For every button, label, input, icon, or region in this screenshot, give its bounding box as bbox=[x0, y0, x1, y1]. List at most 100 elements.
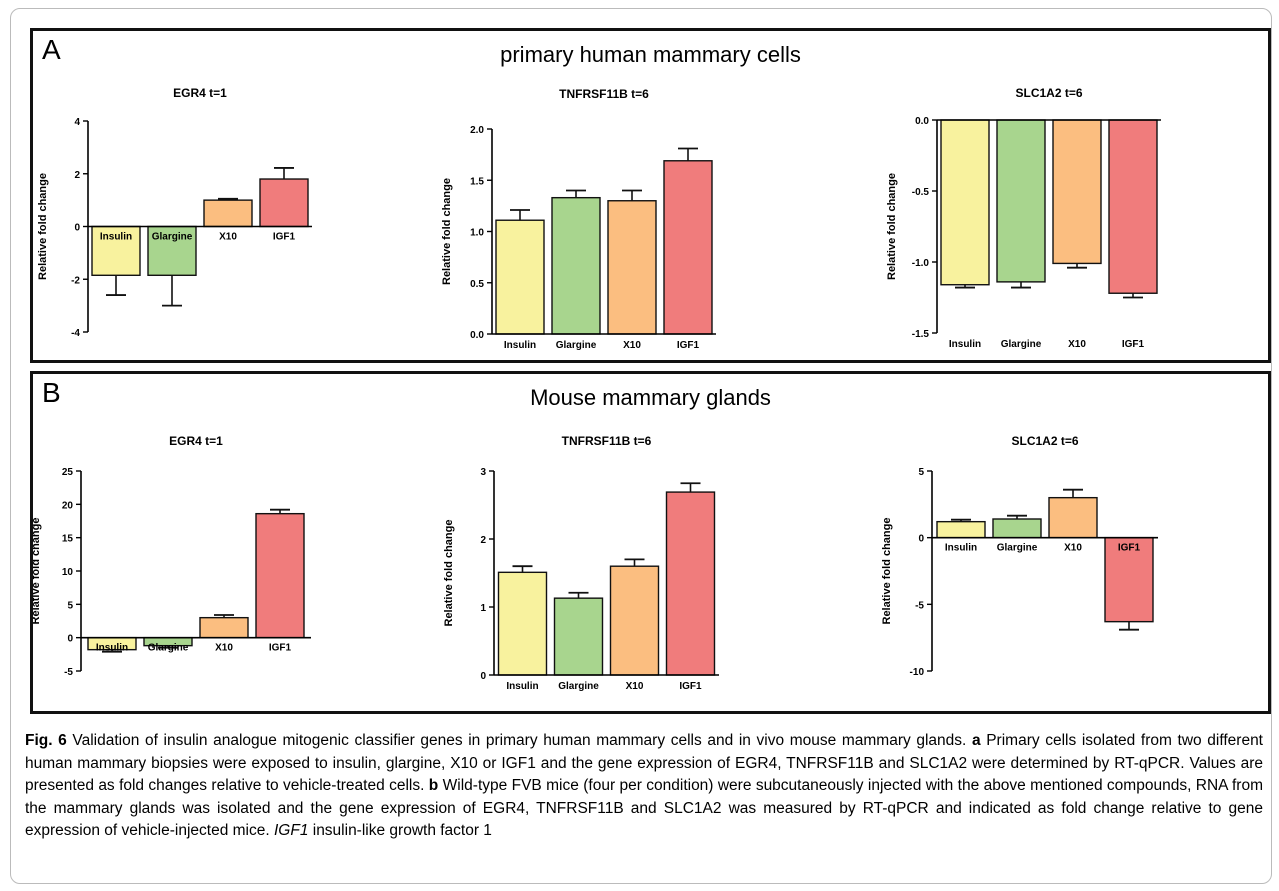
bar-igf1 bbox=[665, 491, 716, 676]
caption-abbr-term: IGF1 bbox=[273, 822, 309, 839]
bar-chart-1: TNFRSF11B t=6 Relative fold change 0.0 0.5 1… bbox=[441, 87, 716, 351]
y-axis-label: Relative fold change bbox=[881, 518, 893, 625]
panel-letter: B bbox=[42, 377, 61, 408]
y-axis-label: Relative fold change bbox=[37, 173, 49, 280]
bar-x10 bbox=[1052, 119, 1102, 265]
bar-igf1 bbox=[663, 160, 713, 335]
y-tick-label: 2.0 bbox=[470, 125, 484, 136]
y-tick-label: -1.5 bbox=[912, 329, 930, 340]
x-tick-label: IGF1 bbox=[1118, 543, 1141, 554]
y-tick-label: 20 bbox=[62, 500, 74, 511]
panel-letter: A bbox=[42, 34, 61, 65]
x-tick-label: Insulin bbox=[945, 543, 977, 554]
y-tick-label: 5 bbox=[67, 600, 73, 611]
x-tick-label: Insulin bbox=[949, 339, 981, 350]
bar-insulin bbox=[940, 119, 990, 286]
bar-glargine bbox=[553, 597, 604, 676]
bar-x10 bbox=[199, 616, 249, 639]
x-tick-label: IGF1 bbox=[1122, 339, 1145, 350]
y-tick-label: 2 bbox=[74, 170, 80, 181]
bar-glargine bbox=[551, 196, 601, 335]
y-tick-label: 2 bbox=[480, 535, 486, 546]
y-tick-label: 0 bbox=[918, 534, 924, 545]
panel-title: primary human mammary cells bbox=[500, 42, 801, 67]
chart-title: TNFRSF11B t=6 bbox=[559, 87, 649, 101]
y-axis-label: Relative fold change bbox=[443, 520, 455, 627]
bar-igf1 bbox=[1108, 119, 1158, 294]
y-tick-label: -10 bbox=[910, 667, 925, 678]
y-tick-label: -5 bbox=[915, 600, 924, 611]
y-tick-label: 25 bbox=[62, 467, 74, 478]
bar-insulin bbox=[936, 520, 986, 539]
chart-title: SLC1A2 t=6 bbox=[1011, 434, 1078, 448]
y-tick-label: 1 bbox=[480, 603, 486, 614]
x-tick-label: Glargine bbox=[997, 543, 1038, 554]
x-tick-label: X10 bbox=[1064, 543, 1082, 554]
y-tick-label: 0 bbox=[480, 671, 486, 682]
y-tick-label: 0 bbox=[67, 634, 73, 645]
x-tick-label: Glargine bbox=[558, 681, 599, 692]
bar-igf1 bbox=[255, 512, 305, 639]
bar-insulin bbox=[91, 225, 141, 276]
caption-abbr-def: insulin-like growth factor 1 bbox=[308, 822, 492, 839]
x-tick-label: X10 bbox=[215, 643, 233, 654]
bar-chart-3: EGR4 t=1 Relative fold change -5 0 5 10 15 20 25… bbox=[33, 434, 311, 678]
chart-title: EGR4 t=1 bbox=[169, 434, 223, 448]
caption-a-text: Primary cells isolated from two differen… bbox=[25, 732, 1263, 794]
bar-x10 bbox=[1048, 496, 1098, 539]
figure-caption: Fig. 6 Validation of insulin analogue mi… bbox=[25, 730, 1263, 843]
bar-glargine bbox=[147, 225, 197, 276]
x-tick-label: Insulin bbox=[100, 232, 132, 243]
caption-b-label: b bbox=[428, 777, 439, 794]
y-tick-label: -0.5 bbox=[912, 187, 930, 198]
x-tick-label: X10 bbox=[1068, 339, 1086, 350]
y-axis-label: Relative fold change bbox=[886, 173, 898, 280]
y-tick-label: 10 bbox=[62, 567, 74, 578]
bar-igf1 bbox=[1104, 536, 1154, 623]
y-tick-label: 0.5 bbox=[470, 279, 484, 290]
panel-a: A primary human mammary cells EGR4 t=1 Re… bbox=[30, 28, 1271, 363]
panel-a-charts: EGR4 t=1 Relative fold change -4 -2 0 2 4 Insul… bbox=[37, 86, 1161, 351]
y-tick-label: 1.5 bbox=[470, 176, 484, 187]
x-tick-label: X10 bbox=[219, 232, 237, 243]
y-tick-label: -1.0 bbox=[912, 258, 930, 269]
bar-chart-4: TNFRSF11B t=6 Relative fold change 0 1 2 3 Ins… bbox=[443, 434, 719, 692]
bar-x10 bbox=[609, 565, 660, 676]
x-tick-label: Glargine bbox=[1001, 339, 1042, 350]
x-tick-label: IGF1 bbox=[269, 643, 292, 654]
caption-fig-label: Fig. 6 bbox=[25, 732, 67, 749]
y-tick-label: 0.0 bbox=[915, 116, 929, 127]
bar-glargine bbox=[992, 518, 1042, 539]
chart-title: SLC1A2 t=6 bbox=[1015, 86, 1082, 100]
bar-igf1 bbox=[259, 178, 309, 228]
x-tick-label: IGF1 bbox=[273, 232, 296, 243]
x-tick-label: X10 bbox=[623, 340, 641, 351]
y-axis-label: Relative fold change bbox=[441, 178, 453, 285]
x-tick-label: IGF1 bbox=[677, 340, 700, 351]
x-tick-label: X10 bbox=[626, 681, 644, 692]
y-tick-label: -2 bbox=[71, 275, 80, 286]
x-tick-label: Insulin bbox=[504, 340, 536, 351]
y-tick-label: 0 bbox=[74, 223, 80, 234]
x-tick-label: Glargine bbox=[148, 643, 189, 654]
y-axis-label: Relative fold change bbox=[33, 518, 42, 625]
caption-b-text: Wild-type FVB mice (four per condition) … bbox=[25, 777, 1263, 839]
y-tick-label: 1.0 bbox=[470, 228, 484, 239]
bar-glargine bbox=[996, 119, 1046, 283]
bar-chart-2: SLC1A2 t=6 Relative fold change -1.5 -1.0 -0… bbox=[886, 86, 1161, 350]
bar-x10 bbox=[203, 199, 253, 228]
chart-title: EGR4 t=1 bbox=[173, 86, 227, 100]
x-tick-label: Insulin bbox=[506, 681, 538, 692]
bar-chart-5: SLC1A2 t=6 Relative fold change -10 -5 0 5 Ins… bbox=[881, 434, 1158, 678]
panel-b: B Mouse mammary glands EGR4 t=1 Relative … bbox=[30, 371, 1271, 714]
bar-chart-0: EGR4 t=1 Relative fold change -4 -2 0 2 4 Insul… bbox=[37, 86, 312, 339]
x-tick-label: Insulin bbox=[96, 643, 128, 654]
y-tick-label: -5 bbox=[64, 667, 73, 678]
x-tick-label: Glargine bbox=[556, 340, 597, 351]
x-tick-label: IGF1 bbox=[679, 681, 702, 692]
y-tick-label: 4 bbox=[74, 117, 80, 128]
y-tick-label: 5 bbox=[918, 467, 924, 478]
caption-intro: Validation of insulin analogue mitogenic… bbox=[66, 732, 972, 749]
y-tick-label: 3 bbox=[480, 467, 486, 478]
